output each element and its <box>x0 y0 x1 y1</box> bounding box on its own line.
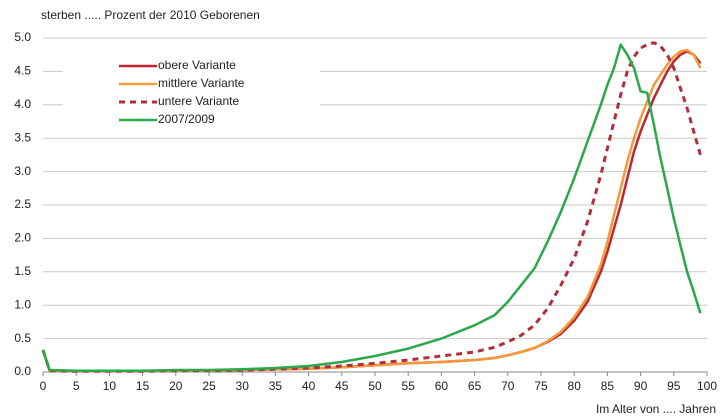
chart-title: sterben ..... Prozent der 2010 Geborenen <box>41 8 260 22</box>
x-tick-label: 45 <box>335 379 349 393</box>
x-tick-label: 0 <box>40 379 47 393</box>
x-tick-label: 95 <box>667 379 681 393</box>
x-tick-label: 50 <box>368 379 382 393</box>
y-tick-label: 3.5 <box>14 130 31 144</box>
x-tick-label: 65 <box>468 379 482 393</box>
y-tick-label: 2.5 <box>14 197 31 211</box>
x-tick-label: 35 <box>269 379 283 393</box>
x-tick-label: 40 <box>302 379 316 393</box>
legend-label: obere Variante <box>158 58 236 72</box>
x-tick-label: 90 <box>634 379 648 393</box>
x-tick-label: 80 <box>568 379 582 393</box>
x-tick-label: 60 <box>435 379 449 393</box>
y-tick-label: 1.5 <box>14 264 31 278</box>
y-tick-label: 0.5 <box>14 331 31 345</box>
legend-label: untere Variante <box>158 94 239 108</box>
x-axis-label: Im Alter von .... Jahren <box>596 402 716 416</box>
y-tick-label: 1.0 <box>14 297 31 311</box>
x-tick-label: 55 <box>402 379 416 393</box>
x-tick-label: 100 <box>697 379 717 393</box>
legend-label: 2007/2009 <box>158 112 215 126</box>
series-line <box>41 43 702 372</box>
y-tick-label: 0.0 <box>14 364 31 378</box>
x-tick-label: 15 <box>136 379 150 393</box>
x-tick-label: 30 <box>236 379 250 393</box>
y-tick-label: 4.0 <box>14 97 31 111</box>
y-tick-label: 3.0 <box>14 164 31 178</box>
legend-box <box>63 57 320 132</box>
y-tick-label: 2.0 <box>14 231 31 245</box>
x-tick-label: 75 <box>534 379 548 393</box>
x-tick-label: 10 <box>103 379 117 393</box>
x-tick-label: 85 <box>601 379 615 393</box>
x-tick-label: 5 <box>73 379 80 393</box>
x-tick-label: 25 <box>202 379 216 393</box>
y-tick-label: 4.5 <box>14 64 31 78</box>
x-tick-label: 20 <box>169 379 183 393</box>
legend-label: mittlere Variante <box>158 76 245 90</box>
x-tick-label: 70 <box>501 379 515 393</box>
y-tick-label: 5.0 <box>14 30 31 44</box>
